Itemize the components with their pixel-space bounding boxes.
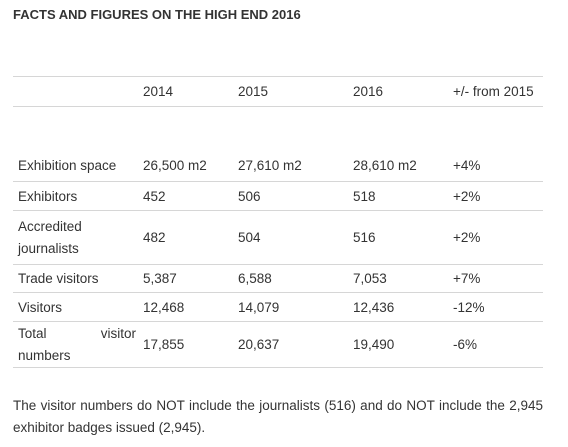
cell-2016: 518 <box>348 181 448 211</box>
header-cell-2015: 2015 <box>233 76 348 107</box>
cell-2016: 19,490 <box>348 321 448 368</box>
cell-change: +4% <box>453 157 481 173</box>
row-label: Trade visitors <box>13 264 138 293</box>
row-label-line1: Total visitor <box>18 323 136 345</box>
cell-change: -12% <box>448 292 543 322</box>
table-spacer-row <box>13 106 543 150</box>
facts-table: 2014 2015 2016 +/- from 2015 Exhibition … <box>13 76 543 368</box>
header-cell-label <box>13 76 138 107</box>
cell-2014: 17,855 <box>138 321 233 368</box>
row-label-line2: journalists <box>18 240 79 256</box>
header-cell-2014: 2014 <box>138 76 233 107</box>
cell-2015: 14,079 <box>233 292 348 322</box>
cell-2014: 482 <box>138 210 233 265</box>
footnote: The visitor numbers do NOT include the j… <box>13 398 543 435</box>
cell-2014: 5,387 <box>138 264 233 293</box>
row-label: Exhibitors <box>13 181 138 211</box>
page-title: FACTS AND FIGURES ON THE HIGH END 2016 <box>13 7 301 22</box>
row-label-word1: Total <box>18 325 47 341</box>
row-label-line1: Accredited <box>18 218 82 234</box>
cell-2014: 26,500 m2 <box>143 157 207 173</box>
header-cell-2016: 2016 <box>348 76 448 107</box>
cell-2016: 12,436 <box>348 292 448 322</box>
cell-2015: 506 <box>233 181 348 211</box>
cell-2014: 452 <box>138 181 233 211</box>
table-row: Visitors 12,468 14,079 12,436 -12% <box>13 292 543 322</box>
cell-2016: 28,610 m2 <box>353 157 417 173</box>
cell-change: +7% <box>448 264 543 293</box>
header-cell-change: +/- from 2015 <box>448 76 543 107</box>
cell-change: +2% <box>448 181 543 211</box>
row-label-word2: visitor <box>100 325 136 341</box>
table-row: Exhibition space 26,500 m2 27,610 m2 28,… <box>13 150 543 182</box>
cell-change: -6% <box>448 321 543 368</box>
row-label: Total visitor numbers <box>13 321 138 368</box>
table-row: Exhibitors 452 506 518 +2% <box>13 181 543 211</box>
row-label: Exhibition space <box>18 157 117 173</box>
table-row: Total visitor numbers 17,855 20,637 19,4… <box>13 321 543 368</box>
table-row: Trade visitors 5,387 6,588 7,053 +7% <box>13 264 543 293</box>
table-row: Accredited journalists 482 504 516 +2% <box>13 210 543 265</box>
row-label: Visitors <box>13 292 138 322</box>
cell-2015: 27,610 m2 <box>238 157 302 173</box>
table-header-row: 2014 2015 2016 +/- from 2015 <box>13 76 543 107</box>
cell-change: +2% <box>448 210 543 265</box>
cell-2015: 6,588 <box>233 264 348 293</box>
row-label-line2: numbers <box>18 347 71 363</box>
cell-2015: 20,637 <box>233 321 348 368</box>
cell-2014: 12,468 <box>138 292 233 322</box>
cell-2015: 504 <box>233 210 348 265</box>
cell-2016: 7,053 <box>348 264 448 293</box>
cell-2016: 516 <box>348 210 448 265</box>
row-label: Accredited journalists <box>13 210 138 265</box>
